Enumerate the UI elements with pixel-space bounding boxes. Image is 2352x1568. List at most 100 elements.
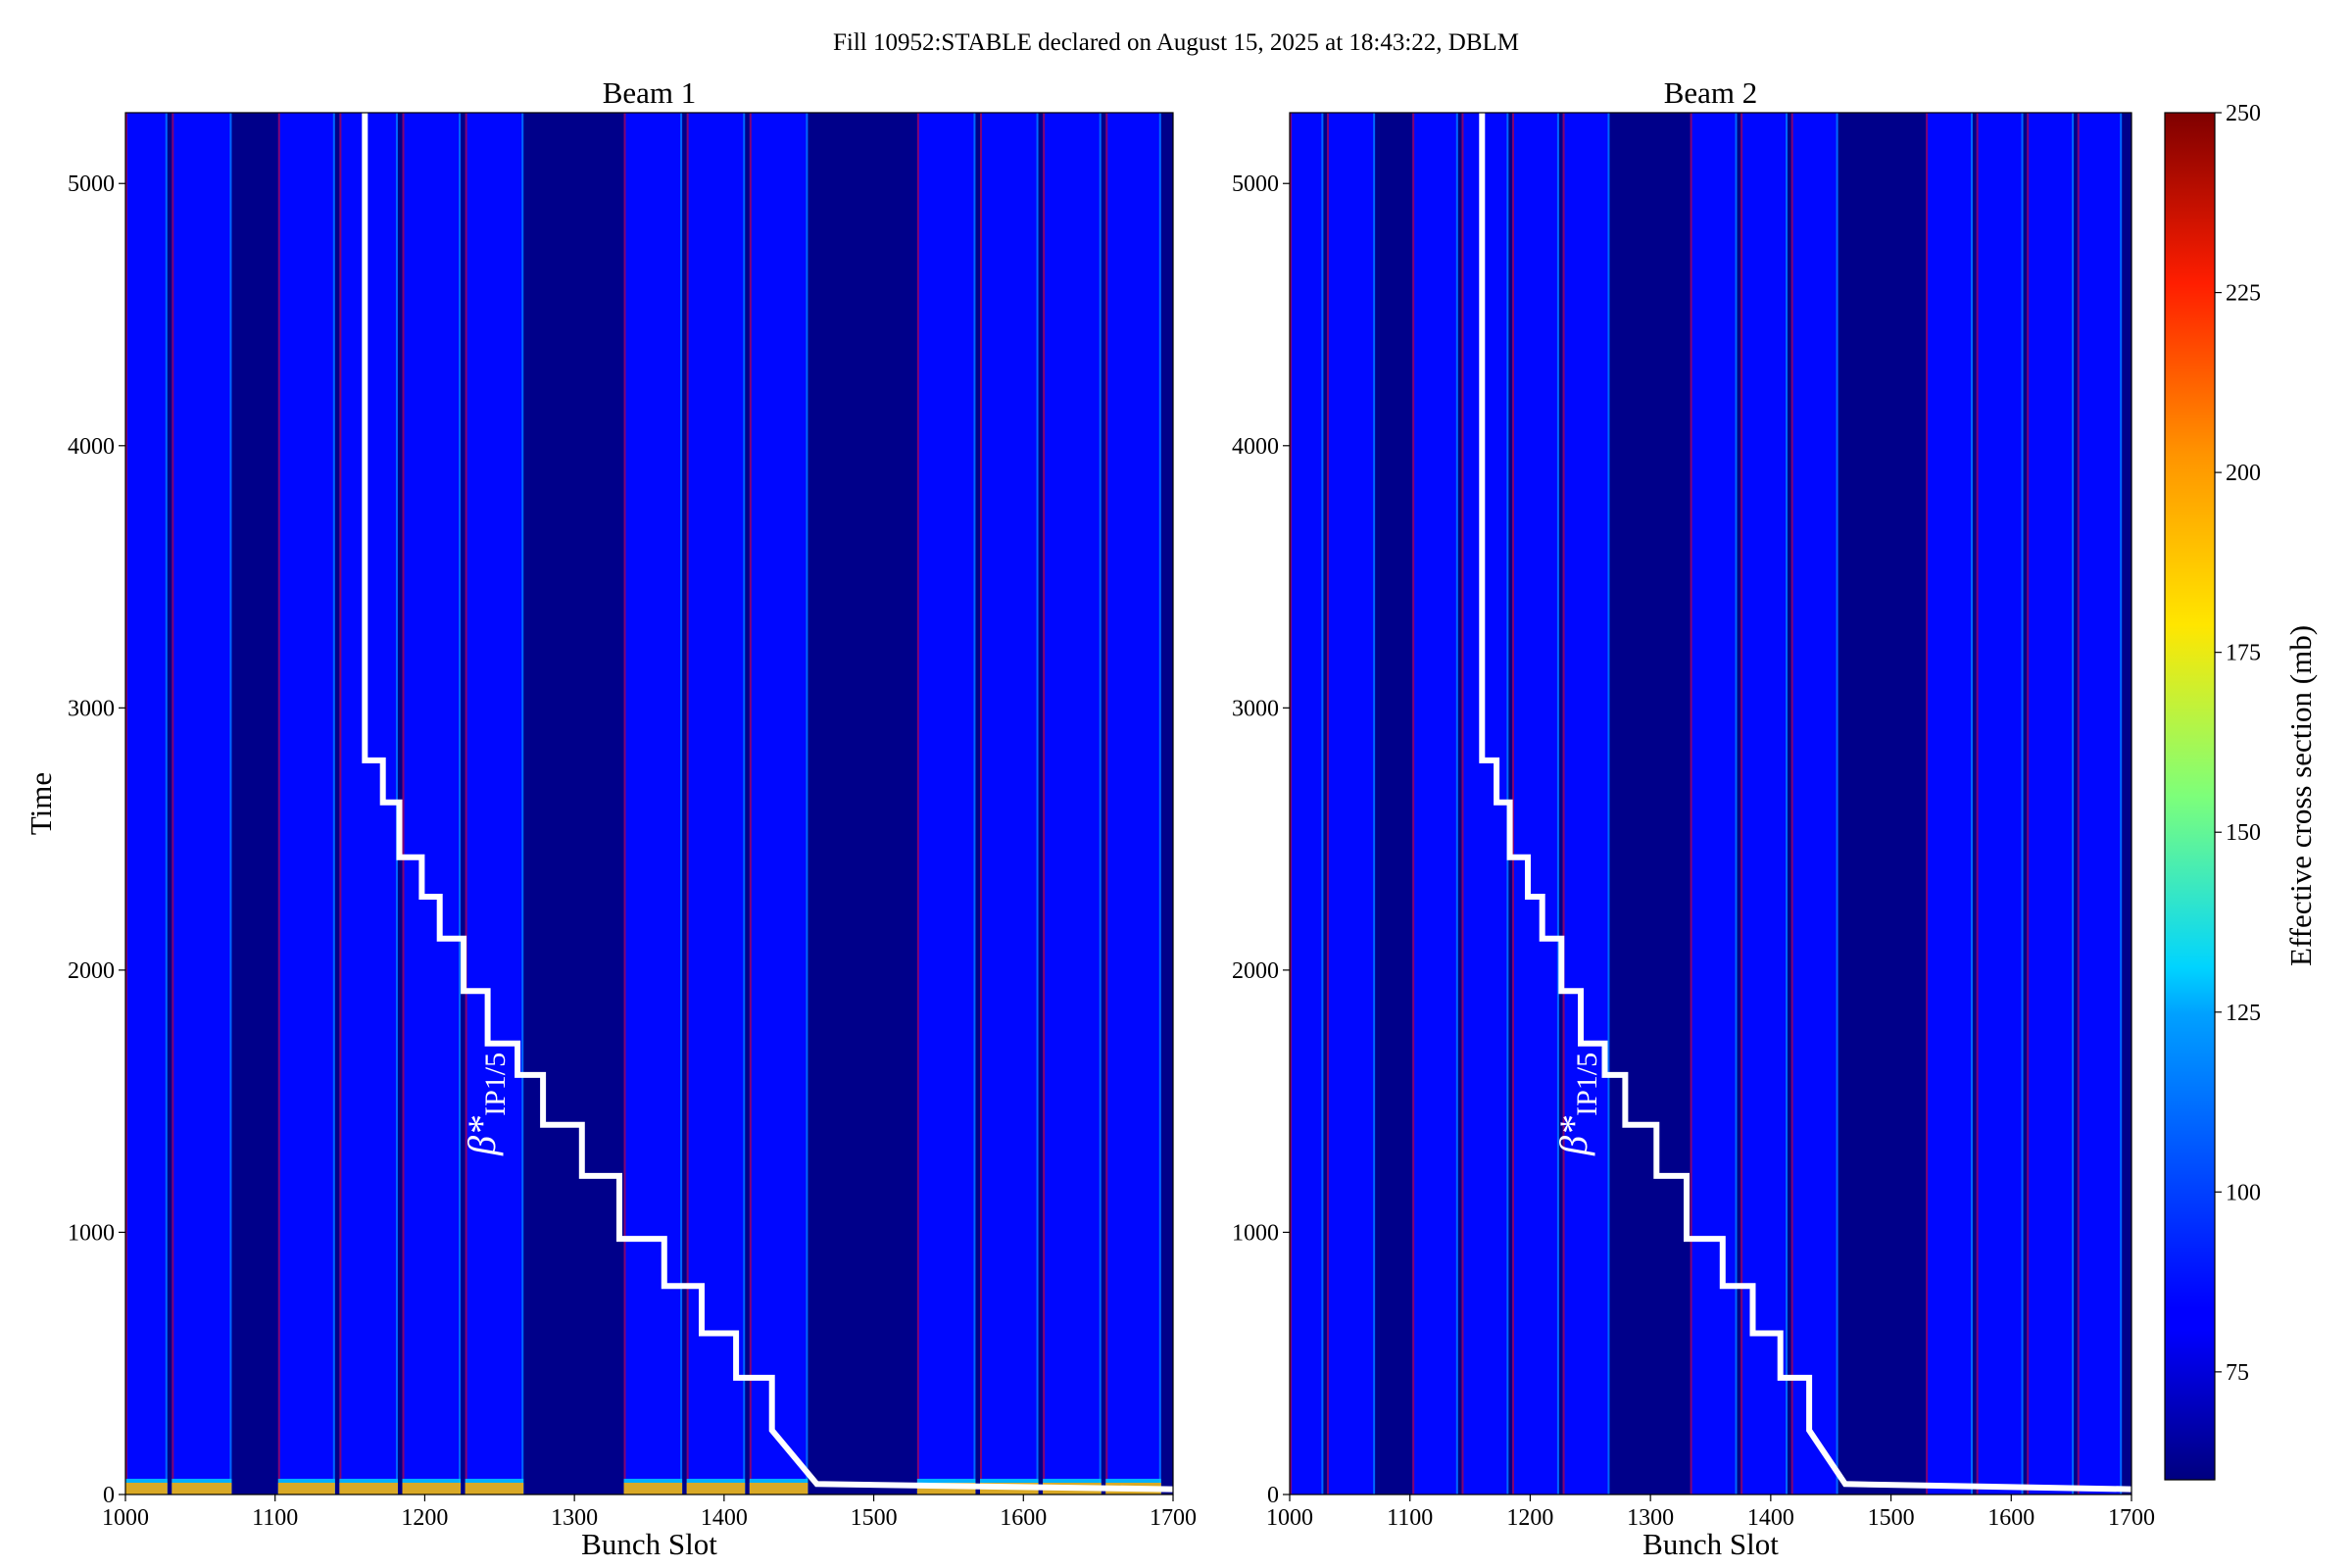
bunch-train-edge xyxy=(277,113,280,1494)
beam-2-panel: β*IP1/5 1000 1100 1200 1300 1400 1500 1600 1700 0… xyxy=(1232,75,2155,1561)
plot-frame xyxy=(1289,112,2132,1495)
x-tick-label: 1300 xyxy=(551,1505,598,1531)
bunch-train-9 xyxy=(1790,113,1838,1494)
x-tick-label: 1700 xyxy=(2108,1505,2155,1531)
bunch-train-edge xyxy=(1740,113,1743,1494)
x-tick-label: 1700 xyxy=(1150,1505,1197,1531)
bunch-train-tail xyxy=(806,113,808,1494)
startup-band-peak xyxy=(125,1483,168,1494)
bunch-train-2 xyxy=(1327,113,1376,1494)
bunch-train-tail xyxy=(1321,113,1324,1494)
y-tick-label: 4000 xyxy=(1232,434,1279,460)
beta-star-annotation: β*IP1/5 xyxy=(1551,1053,1603,1156)
bunch-train-tail xyxy=(165,113,168,1494)
bunch-train-11 xyxy=(1976,113,2024,1494)
bunch-train-tail xyxy=(1971,113,1974,1494)
startup-band-peak xyxy=(277,1483,335,1494)
x-tick-label: 1500 xyxy=(1868,1505,1915,1531)
x-tick-label: 1200 xyxy=(1506,1505,1553,1531)
bunch-train-tail xyxy=(1158,113,1161,1494)
y-tick-label: 3000 xyxy=(1232,696,1279,721)
x-tick-label: 1400 xyxy=(1747,1505,1794,1531)
colorbar: 75 100 125 150 175 200 225 250 Effective cross … xyxy=(2164,101,2318,1481)
y-tick-label: 5000 xyxy=(1232,172,1279,197)
bunch-train-12 xyxy=(1043,113,1102,1494)
x-tick-label: 1600 xyxy=(1987,1505,2034,1531)
bunch-train-tail xyxy=(521,113,524,1494)
bunch-train-edge xyxy=(1926,113,1929,1494)
x-axis-label: Bunch Slot xyxy=(581,1527,717,1561)
bunch-train-12 xyxy=(2027,113,2075,1494)
startup-band-peak xyxy=(172,1483,232,1494)
startup-band-peak xyxy=(623,1483,683,1494)
bunch-train-tail xyxy=(2120,113,2123,1494)
bunch-train-edge xyxy=(979,113,982,1494)
bunch-train-tail xyxy=(1836,113,1838,1494)
y-tick-label: 5000 xyxy=(68,172,115,197)
bunch-train-7 xyxy=(623,113,683,1494)
bunch-train-9 xyxy=(749,113,808,1494)
bunch-train-tail xyxy=(1786,113,1788,1494)
bunch-train-5 xyxy=(402,113,462,1494)
panel-title: Beam 2 xyxy=(1664,75,1758,110)
colorbar-tick-label: 75 xyxy=(2226,1360,2249,1386)
bunch-train-edge xyxy=(1327,113,1330,1494)
colorbar-tick-label: 250 xyxy=(2226,101,2261,126)
x-tick-label: 1200 xyxy=(401,1505,448,1531)
bunch-train-edge xyxy=(125,113,127,1494)
startup-band-peak xyxy=(339,1483,398,1494)
figure-title: Fill 10952:STABLE declared on August 15,… xyxy=(833,29,1519,56)
bunch-train-tail xyxy=(2072,113,2075,1494)
bunch-train-edge xyxy=(623,113,626,1494)
bunch-train-edge xyxy=(402,113,405,1494)
y-tick-label: 4000 xyxy=(68,434,115,460)
bunch-train-5 xyxy=(1512,113,1559,1494)
bunch-train-tail xyxy=(1036,113,1039,1494)
bunch-train-tail xyxy=(1099,113,1102,1494)
x-axis-label: Bunch Slot xyxy=(1642,1527,1779,1561)
bunch-train-edge xyxy=(1105,113,1108,1494)
bunch-train-edge xyxy=(172,113,174,1494)
colorbar-tick-label: 125 xyxy=(2226,1001,2261,1026)
bunch-train-tail xyxy=(1556,113,1559,1494)
colorbar-tick-label: 150 xyxy=(2226,820,2261,846)
bunch-train-edge xyxy=(1562,113,1565,1494)
bunch-train-tail xyxy=(332,113,335,1494)
bunch-train-edge xyxy=(2077,113,2080,1494)
beta-star-line xyxy=(1479,113,2132,1493)
startup-band-peak xyxy=(686,1483,746,1494)
bunch-train-8 xyxy=(1740,113,1788,1494)
colorbar-scale xyxy=(2165,113,2215,1480)
colorbar-tick-label: 225 xyxy=(2226,281,2261,307)
bunch-train-tail xyxy=(1607,113,1610,1494)
bunch-train-edge xyxy=(1790,113,1793,1494)
x-tick-label: 1400 xyxy=(701,1505,748,1531)
bunch-train-tail xyxy=(743,113,746,1494)
startup-band-peak xyxy=(749,1483,808,1494)
colorbar-tick-label: 175 xyxy=(2226,641,2261,666)
bunch-train-edge xyxy=(916,113,919,1494)
bunch-train-tail xyxy=(2021,113,2024,1494)
bunch-train-edge xyxy=(1043,113,1046,1494)
x-tick-label: 1500 xyxy=(851,1505,898,1531)
y-tick-label: 2000 xyxy=(68,958,115,984)
bunch-train-tail xyxy=(229,113,232,1494)
beam-1-panel: β*IP1/5 1000 1100 1200 1300 1400 1500 1600 1700 0… xyxy=(24,75,1197,1561)
bunch-train-8 xyxy=(686,113,746,1494)
bunch-train-edge xyxy=(1290,113,1292,1494)
bunch-train-6 xyxy=(465,113,524,1494)
x-tick-label: 1100 xyxy=(252,1505,298,1531)
bunch-train-tail xyxy=(1373,113,1376,1494)
bunch-train-edge xyxy=(686,113,689,1494)
bunch-train-10 xyxy=(1926,113,1974,1494)
bunch-train-edge xyxy=(2027,113,2030,1494)
startup-band-peak xyxy=(465,1483,524,1494)
bunch-train-13 xyxy=(1105,113,1161,1494)
bunch-train-edge xyxy=(1512,113,1515,1494)
colorbar-label: Effective cross section (mb) xyxy=(2283,625,2318,966)
x-tick-label: 1000 xyxy=(1266,1505,1313,1531)
y-tick-label: 0 xyxy=(103,1483,115,1508)
bunch-train-edge xyxy=(339,113,342,1494)
bunch-train-tail xyxy=(973,113,976,1494)
